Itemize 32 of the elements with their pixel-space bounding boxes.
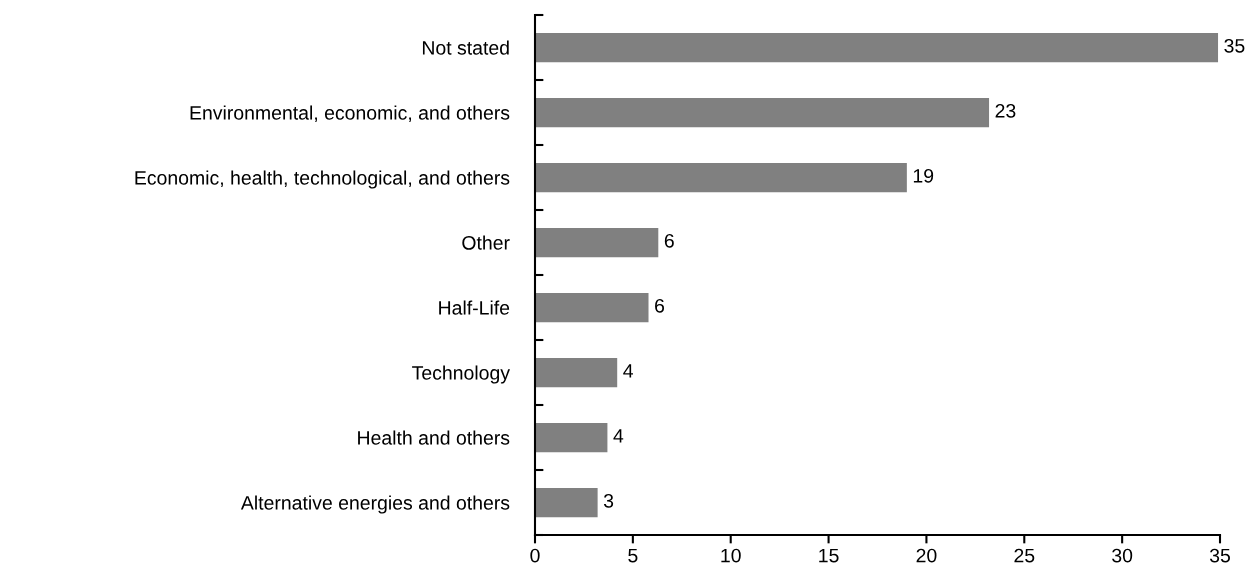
- y-tick-label: Alternative energies and others: [240, 495, 510, 514]
- bar: [535, 487, 598, 518]
- data-label: 35: [1224, 38, 1245, 53]
- y-tick-label: Economic, health, technological, and others: [135, 170, 510, 189]
- y-tick-label: Health and others: [358, 430, 510, 445]
- data-label: 6: [664, 233, 674, 248]
- x-tick-label: 20: [916, 548, 937, 563]
- data-label: 4: [623, 364, 633, 378]
- bar: [535, 162, 907, 193]
- data-label: 3: [603, 493, 614, 508]
- data-label: 19: [913, 168, 934, 183]
- x-tick-label: 25: [1014, 548, 1035, 563]
- y-tick-label: Environmental, economic, and others: [190, 105, 510, 123]
- x-tick-label: 0: [530, 548, 540, 563]
- x-tick-label: 15: [819, 548, 839, 563]
- bar: [535, 292, 649, 323]
- bar: [535, 422, 608, 453]
- x-tick-label: 35: [1209, 548, 1230, 563]
- data-label: 23: [995, 103, 1016, 118]
- bar: [535, 357, 618, 388]
- x-tick-label: 30: [1112, 548, 1133, 563]
- bar: [535, 227, 659, 258]
- data-label: 4: [613, 429, 624, 443]
- y-tick-label: Other: [462, 235, 510, 250]
- x-tick-label: 10: [721, 548, 741, 563]
- y-tick-label: Technology: [412, 365, 510, 384]
- x-tick-label: 5: [628, 548, 638, 563]
- y-tick-label: Half-Life: [439, 300, 510, 315]
- y-tick-label: Not stated: [422, 40, 509, 55]
- data-label: 6: [655, 298, 665, 313]
- bar: [535, 32, 1219, 63]
- bar: [535, 97, 990, 128]
